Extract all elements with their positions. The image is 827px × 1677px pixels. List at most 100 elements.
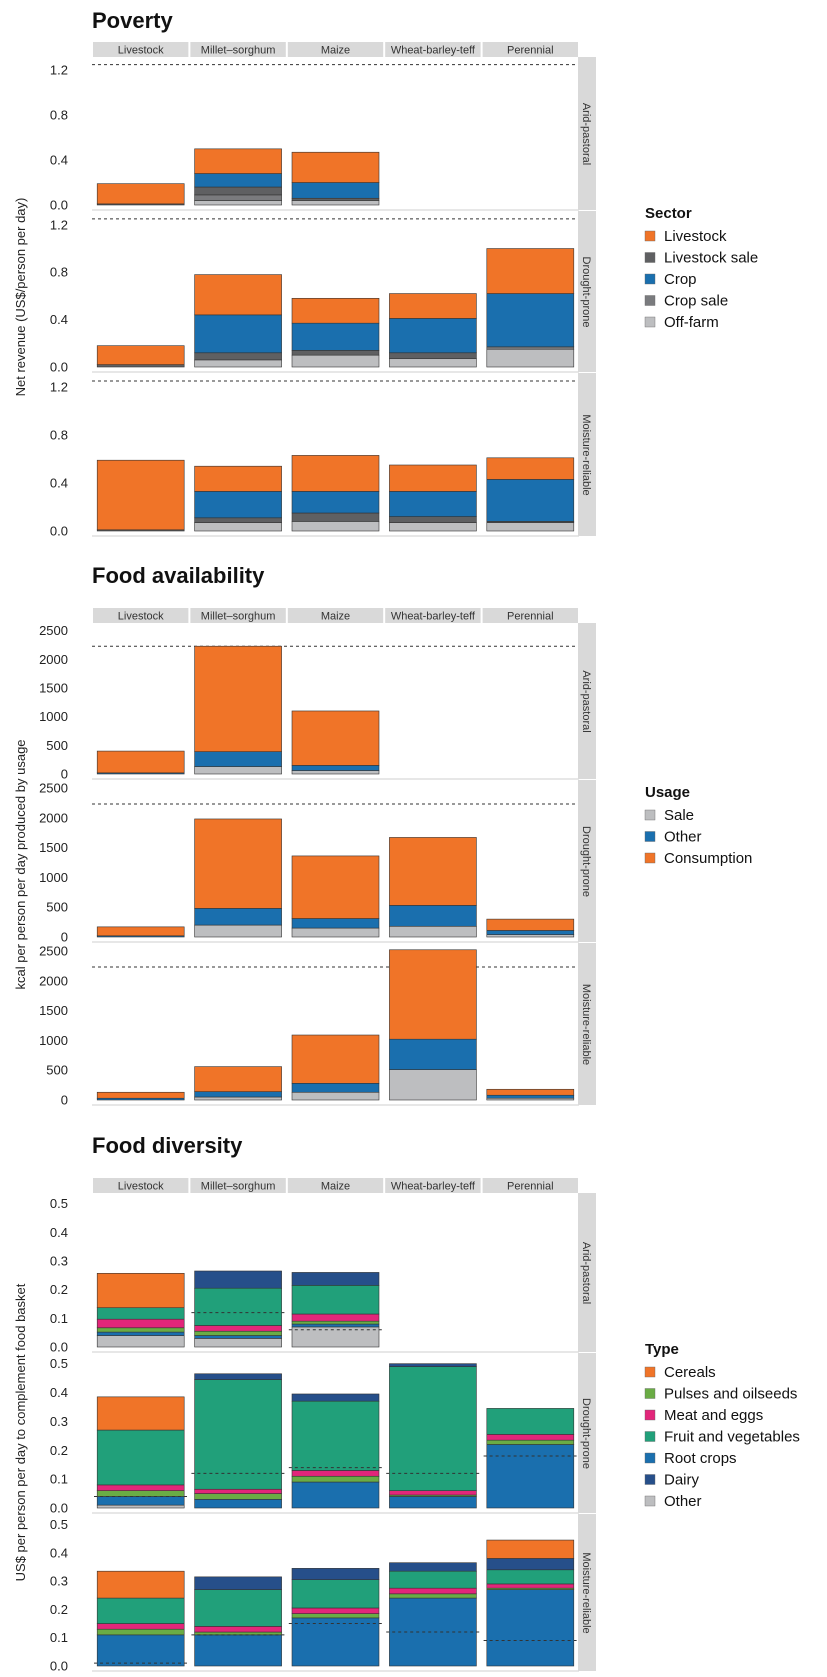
legend-swatch	[644, 1431, 656, 1442]
legend-swatch	[644, 1495, 656, 1507]
y-tick-label: 0.8	[50, 265, 68, 280]
legend: Usage Sale Other Consumption	[644, 784, 752, 867]
bar-segment	[486, 1583, 575, 1589]
legend-item-label: Fruit and vegetables	[664, 1429, 800, 1446]
bar-segment	[291, 350, 380, 356]
bar-segment	[96, 1570, 185, 1599]
bar-segment	[194, 1379, 282, 1490]
bar-segment	[291, 1091, 380, 1101]
column-strip	[385, 42, 481, 57]
bar-segment	[291, 765, 380, 771]
bar-segment	[194, 1488, 282, 1494]
bar-segment	[194, 200, 282, 206]
y-tick-label: 0.3	[50, 1414, 68, 1429]
column-strip-label: Millet–sorghum	[201, 1181, 276, 1193]
legend-item-label: Livestock	[664, 228, 727, 245]
row-strip-label: Drought-prone	[580, 826, 592, 897]
row-strip	[578, 623, 596, 779]
column-strip-label: Maize	[321, 611, 350, 623]
bar-segment	[194, 1626, 282, 1633]
legend-item-label: Other	[664, 829, 702, 846]
column-strip	[385, 1178, 481, 1193]
bar-segment	[291, 1617, 380, 1667]
y-axis-label: US$ per person per day to complement foo…	[13, 1283, 28, 1581]
legend-title: Type	[645, 1341, 679, 1358]
bar-segment	[194, 1493, 282, 1500]
bar-segment	[96, 1504, 185, 1509]
bar-segment	[194, 908, 282, 926]
bar-segment	[389, 358, 477, 368]
bar-segment	[96, 1327, 185, 1333]
legend-swatch	[644, 1388, 656, 1399]
bar-segment	[194, 645, 282, 752]
column-strip	[482, 42, 578, 57]
bar-segment	[486, 1439, 575, 1445]
bar-segment	[194, 751, 282, 767]
column-strip-label: Wheat-barley-teff	[391, 45, 476, 57]
bar-segment	[291, 1613, 380, 1619]
bar-segment	[291, 1481, 380, 1509]
bar-segment	[291, 1607, 380, 1614]
legend: Sector Livestock Livestock sale Crop Crop sa…	[644, 205, 758, 331]
y-tick-label: 2000	[39, 973, 68, 988]
bar-segment	[389, 516, 477, 523]
bar-segment	[291, 1326, 380, 1348]
bar-segment	[389, 1570, 477, 1589]
legend-item-label: Other	[664, 1493, 702, 1510]
bar-segment	[486, 1589, 575, 1667]
bar-segment	[291, 1393, 380, 1402]
bar-segment	[486, 934, 575, 938]
y-tick-label: 500	[46, 1063, 68, 1078]
bar-segment	[389, 1490, 477, 1496]
bar-segment	[291, 200, 380, 206]
bar-segment	[96, 1623, 185, 1630]
column-strip	[287, 1178, 384, 1193]
column-strip-label: Maize	[321, 1181, 350, 1193]
bar-segment	[389, 1587, 477, 1595]
legend-item-label: Crop	[664, 271, 697, 288]
y-tick-label: 0.1	[50, 1630, 68, 1645]
column-strip	[385, 608, 481, 623]
bar-segment	[389, 318, 477, 354]
column-strip-label: Millet–sorghum	[201, 611, 276, 623]
bar-segment	[389, 491, 477, 517]
panel-1: Food availability Livestock Millet–sorghum…	[13, 563, 752, 1108]
facet-row-1: 0.0 0.4 0.8 1.2 Drought-prone	[50, 211, 596, 375]
row-strip	[578, 1514, 596, 1671]
bar-segment	[96, 459, 185, 531]
y-tick-label: 0.1	[50, 1472, 68, 1487]
y-tick-label: 0.4	[50, 1385, 68, 1400]
bar-segment	[389, 1597, 477, 1667]
bar-segment	[96, 1484, 185, 1491]
bar-segment	[194, 517, 282, 523]
legend-title: Usage	[645, 784, 690, 801]
bar-segment	[486, 479, 575, 522]
bar-segment	[96, 1597, 185, 1624]
y-tick-label: 1000	[39, 709, 68, 724]
bar-segment	[486, 1094, 575, 1099]
y-tick-label: 0.0	[50, 524, 68, 539]
y-tick-label: 0.4	[50, 153, 68, 168]
bar-segment	[486, 522, 575, 532]
row-strip-label: Moisture-reliable	[580, 984, 592, 1065]
legend-item-label: Root crops	[664, 1450, 737, 1467]
bar-segment	[486, 1434, 575, 1441]
y-tick-label: 2000	[39, 810, 68, 825]
facet-row-0: 0.0 0.1 0.2 0.3 0.4 0.5 Arid-pastoral	[50, 1193, 596, 1355]
column-strip-label: Livestock	[118, 1181, 164, 1193]
bar-segment	[291, 1579, 380, 1609]
bar-segment	[486, 248, 575, 294]
bar-segment	[194, 1499, 282, 1509]
y-tick-label: 0.0	[50, 198, 68, 213]
bar-segment	[96, 750, 185, 774]
bar-segment	[389, 925, 477, 938]
bar-segment	[389, 1038, 477, 1070]
bar-segment	[486, 1569, 575, 1585]
bar-segment	[96, 1490, 185, 1497]
bar-segment	[291, 512, 380, 522]
bar-segment	[291, 1400, 380, 1471]
legend: Type Cereals Pulses and oilseeds Meat and e…	[644, 1341, 800, 1510]
bar-segment	[194, 1096, 282, 1101]
row-strip-label: Arid-pastoral	[580, 670, 592, 732]
